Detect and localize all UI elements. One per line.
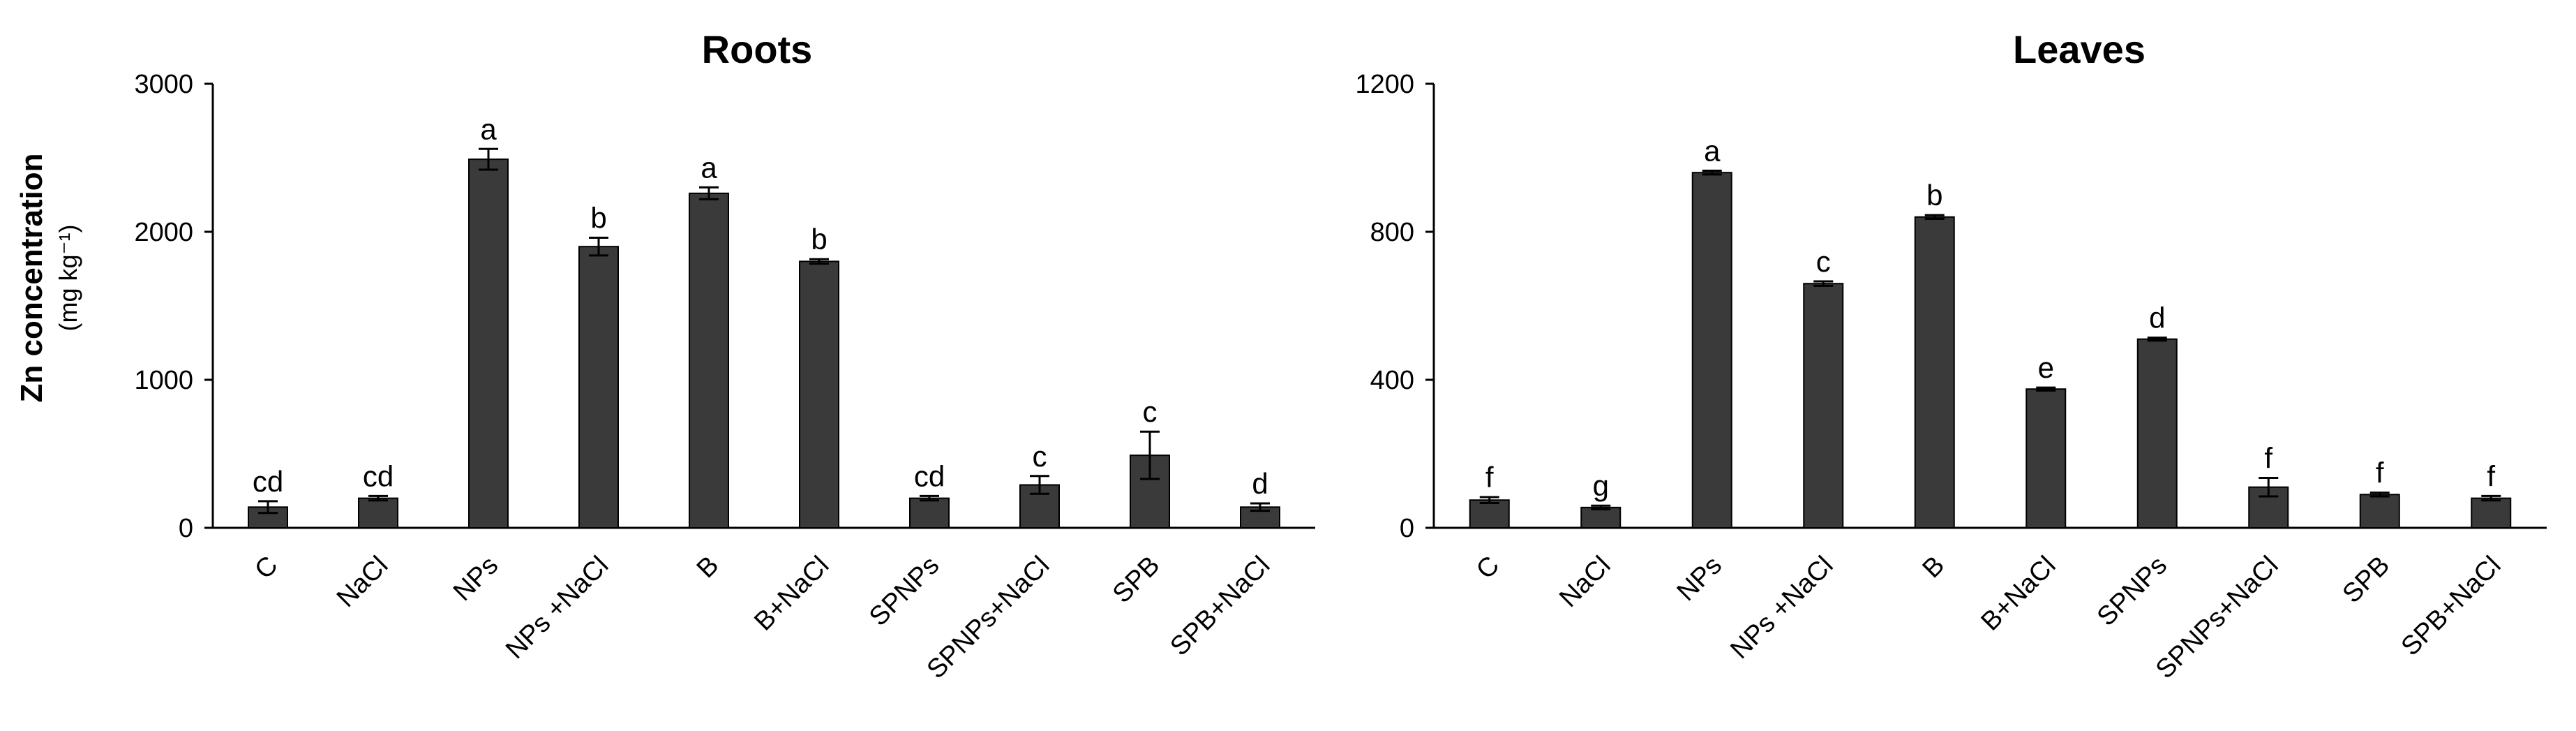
bar (2025, 388, 2067, 529)
significance-letter: a (1704, 135, 1721, 168)
x-tick-label: NPs +NaCl (500, 551, 614, 665)
x-tick-label: B (1917, 551, 1950, 584)
significance-letter: f (2487, 459, 2495, 492)
bar (1803, 283, 1844, 529)
x-tick-label: SPB+NaCl (2396, 551, 2507, 662)
chart-title: Roots (702, 27, 813, 71)
significance-letter: d (1252, 467, 1268, 500)
bar (1580, 506, 1622, 529)
x-tick-label: NaCl (1554, 551, 1616, 613)
x-tick-label: SPNPs (2092, 551, 2173, 632)
y-tick-label: 2000 (134, 218, 193, 247)
significance-letter: f (1485, 461, 1494, 494)
x-tick-label: SPB (2337, 551, 2395, 609)
significance-letter: b (811, 223, 827, 256)
y-tick-label: 0 (179, 514, 193, 543)
y-tick-label: 0 (1400, 514, 1414, 543)
bar (578, 246, 619, 529)
significance-letter: b (1926, 179, 1942, 212)
y-tick-label: 3000 (134, 70, 193, 99)
x-tick-label: NPs +NaCl (1725, 551, 1839, 665)
significance-letter: c (1143, 395, 1158, 428)
x-tick-label: C (249, 551, 283, 585)
x-tick-label: SPNPs (864, 551, 945, 632)
y-tick-label: 800 (1370, 218, 1414, 247)
significance-letter: c (1033, 440, 1047, 473)
significance-letter: cd (363, 459, 394, 492)
bar (909, 497, 950, 529)
bar (2471, 497, 2512, 529)
significance-letter: f (2264, 441, 2272, 474)
x-tick-label: B+NaCl (1976, 551, 2062, 637)
x-tick-label: NPs (448, 551, 504, 607)
x-tick-label: B+NaCl (749, 551, 834, 637)
bar (1240, 506, 1280, 529)
y-tick-label: 400 (1370, 366, 1414, 395)
significance-letter: a (701, 151, 717, 184)
significance-letter: f (2376, 457, 2384, 489)
bar (689, 192, 729, 529)
significance-letter: a (480, 112, 497, 145)
bar (799, 260, 839, 529)
x-tick-label: SPB (1107, 551, 1165, 609)
y-tick-label: 1000 (134, 366, 193, 395)
significance-letter: b (590, 201, 606, 234)
y-axis-unit: (mg kg⁻¹) (54, 225, 82, 332)
bar (1691, 172, 1732, 529)
bar (1914, 216, 1955, 529)
bar (2359, 494, 2400, 529)
x-tick-label: B (691, 551, 725, 584)
bar (468, 158, 509, 529)
x-tick-label: NPs (1672, 551, 1728, 607)
x-tick-label: C (1471, 551, 1505, 585)
x-tick-label: NaCl (331, 551, 394, 613)
significance-letter: cd (914, 459, 945, 492)
chart-1: Leaves 0 400 800 1200 f Cg NaCl a NPs c NPs +NaCl b B… (1355, 27, 2547, 684)
significance-letter: c (1816, 245, 1831, 278)
x-tick-label: SPB+NaCl (1165, 551, 1275, 662)
y-tick-label: 1200 (1355, 70, 1414, 99)
bar (1469, 499, 1510, 529)
chart-title: Leaves (2013, 27, 2146, 71)
significance-letter: cd (253, 465, 283, 498)
bar (2136, 338, 2178, 529)
bar (358, 497, 398, 529)
significance-letter: d (2149, 302, 2165, 334)
y-axis-title: Zn concentration (15, 154, 49, 403)
significance-letter: g (1593, 469, 1609, 502)
significance-letter: e (2038, 351, 2054, 384)
